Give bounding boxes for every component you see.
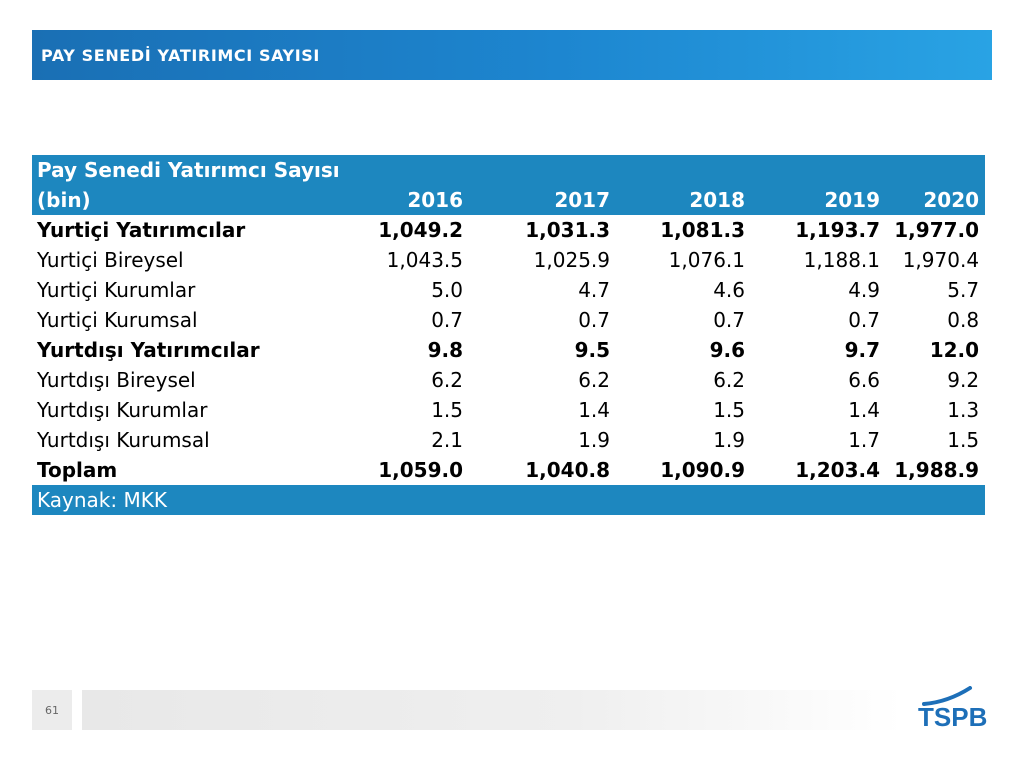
table-row: Toplam 1,059.0 1,040.8 1,090.9 1,203.4 1,988.… bbox=[32, 455, 985, 485]
cell-value: 6.2 bbox=[431, 368, 463, 392]
table-title-row: Pay Senedi Yatırımcı Sayısı bbox=[32, 155, 986, 185]
year-header: 2016 bbox=[327, 185, 469, 215]
cell-value: 4.9 bbox=[848, 278, 880, 302]
cell-value: 1,076.1 bbox=[668, 248, 745, 272]
page-number-box: 61 bbox=[32, 690, 72, 730]
cell-value: 12.0 bbox=[929, 338, 980, 362]
row-label: Yurtdışı Kurumsal bbox=[37, 428, 210, 452]
page-number: 61 bbox=[45, 703, 59, 717]
year-header: 2018 bbox=[616, 185, 751, 215]
cell-value: 6.6 bbox=[848, 368, 880, 392]
table-row: Yurtiçi Kurumsal 0.7 0.7 0.7 0.7 0.8 bbox=[32, 305, 985, 335]
cell-value: 1.4 bbox=[578, 398, 610, 422]
cell-value: 1.9 bbox=[713, 428, 745, 452]
cell-value: 0.8 bbox=[947, 308, 980, 332]
source-note: Kaynak: MKK bbox=[32, 485, 986, 515]
logo-text: TSPB bbox=[918, 702, 988, 732]
cell-value: 1.5 bbox=[713, 398, 745, 422]
cell-value: 1,977.0 bbox=[894, 218, 980, 242]
source-row: Kaynak: MKK bbox=[32, 485, 986, 515]
cell-value: 1.5 bbox=[431, 398, 463, 422]
cell-value: 1.9 bbox=[578, 428, 610, 452]
cell-value: 2.1 bbox=[431, 428, 463, 452]
cell-value: 6.2 bbox=[713, 368, 745, 392]
cell-value: 1,970.4 bbox=[902, 248, 980, 272]
cell-value: 1.5 bbox=[947, 428, 980, 452]
cell-value: 1,988.9 bbox=[894, 458, 980, 482]
cell-value: 4.6 bbox=[713, 278, 745, 302]
page-title-bar: PAY SENEDİ YATIRIMCI SAYISI bbox=[32, 30, 992, 80]
table-row: Yurtdışı Yatırımcılar 9.8 9.5 9.6 9.7 12.0 bbox=[32, 335, 985, 365]
cell-value: 0.7 bbox=[578, 308, 610, 332]
cell-value: 9.7 bbox=[844, 338, 880, 362]
page-title: PAY SENEDİ YATIRIMCI SAYISI bbox=[41, 45, 320, 65]
cell-value: 0.7 bbox=[713, 308, 745, 332]
cell-value: 6.2 bbox=[578, 368, 610, 392]
cell-value: 1,031.3 bbox=[525, 218, 610, 242]
row-label: Yurtiçi Kurumsal bbox=[37, 308, 198, 332]
tspb-logo: TSPB bbox=[918, 686, 990, 734]
row-label: Yurtdışı Bireysel bbox=[37, 368, 196, 392]
cell-value: 5.0 bbox=[431, 278, 463, 302]
cell-value: 1,040.8 bbox=[525, 458, 610, 482]
cell-value: 9.2 bbox=[947, 368, 980, 392]
year-header: 2019 bbox=[751, 185, 886, 215]
row-label: Toplam bbox=[37, 458, 118, 482]
footer-bar bbox=[82, 690, 902, 730]
row-label: Yurtdışı Yatırımcılar bbox=[37, 338, 260, 362]
logo-swoosh-icon bbox=[922, 686, 972, 706]
cell-value: 1,049.2 bbox=[378, 218, 463, 242]
cell-value: 1.3 bbox=[947, 398, 980, 422]
row-label: Yurtiçi Kurumlar bbox=[37, 278, 196, 302]
cell-value: 1,081.3 bbox=[660, 218, 745, 242]
cell-value: 4.7 bbox=[578, 278, 610, 302]
table-row: Yurtdışı Kurumlar 1.5 1.4 1.5 1.4 1.3 bbox=[32, 395, 985, 425]
cell-value: 9.8 bbox=[427, 338, 463, 362]
cell-value: 1,193.7 bbox=[795, 218, 880, 242]
table-title: Pay Senedi Yatırımcı Sayısı bbox=[32, 155, 986, 185]
cell-value: 9.5 bbox=[574, 338, 610, 362]
cell-value: 1,203.4 bbox=[795, 458, 880, 482]
row-label: Yurtiçi Yatırımcılar bbox=[37, 218, 246, 242]
row-label: Yurtiçi Bireysel bbox=[37, 248, 184, 272]
cell-value: 1,059.0 bbox=[378, 458, 463, 482]
cell-value: 1.7 bbox=[848, 428, 880, 452]
cell-value: 1,090.9 bbox=[660, 458, 745, 482]
year-header: 2017 bbox=[469, 185, 616, 215]
table-row: Yurtdışı Kurumsal 2.1 1.9 1.9 1.7 1.5 bbox=[32, 425, 985, 455]
table-row: Yurtiçi Kurumlar 5.0 4.7 4.6 4.9 5.7 bbox=[32, 275, 985, 305]
cell-value: 9.6 bbox=[709, 338, 745, 362]
table-row: Yurtdışı Bireysel 6.2 6.2 6.2 6.6 9.2 bbox=[32, 365, 985, 395]
table-row: Yurtiçi Yatırımcılar 1,049.2 1,031.3 1,081.… bbox=[32, 215, 985, 245]
cell-value: 5.7 bbox=[947, 278, 980, 302]
row-label: Yurtdışı Kurumlar bbox=[37, 398, 208, 422]
year-header: 2020 bbox=[886, 185, 986, 215]
investor-count-table: Pay Senedi Yatırımcı Sayısı (bin) 2016 2… bbox=[32, 155, 986, 515]
table-row: Yurtiçi Bireysel 1,043.5 1,025.9 1,076.1 1,1… bbox=[32, 245, 985, 275]
cell-value: 0.7 bbox=[848, 308, 880, 332]
cell-value: 1,025.9 bbox=[533, 248, 610, 272]
cell-value: 1.4 bbox=[848, 398, 880, 422]
cell-value: 0.7 bbox=[431, 308, 463, 332]
cell-value: 1,043.5 bbox=[386, 248, 463, 272]
unit-label: (bin) bbox=[32, 185, 327, 215]
cell-value: 1,188.1 bbox=[803, 248, 880, 272]
table-header-row: (bin) 2016 2017 2018 2019 2020 bbox=[32, 185, 986, 215]
